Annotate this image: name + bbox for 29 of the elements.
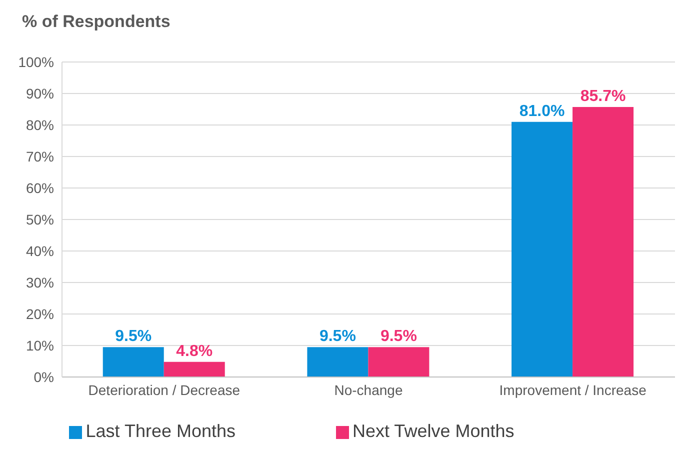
chart-title: % of Respondents (22, 12, 170, 32)
data-label: 85.7% (580, 88, 626, 106)
y-tick-label: 10% (26, 337, 54, 354)
y-tick-label: 60% (26, 180, 54, 196)
bar (512, 122, 573, 377)
data-label: 9.5% (319, 328, 356, 346)
bar (164, 362, 225, 377)
data-label: 9.5% (380, 328, 417, 346)
y-tick-label: 50% (26, 211, 54, 228)
y-tick-label: 100% (18, 54, 54, 70)
y-tick-label: 40% (26, 242, 54, 259)
x-tick-label: No-change (334, 382, 403, 398)
bar (102, 347, 164, 377)
y-tick-label: 80% (26, 116, 54, 133)
y-tick-label: 20% (26, 306, 54, 322)
y-tick-label: 0% (34, 368, 54, 385)
x-tick-label: Deterioration / Decrease (88, 382, 240, 398)
legend-label: Last Three Months (86, 421, 236, 441)
data-label: 9.5% (115, 328, 152, 346)
bar (368, 347, 430, 377)
y-tick-label: 70% (26, 148, 54, 164)
legend-label: Next Twelve Months (352, 421, 514, 441)
data-label: 4.8% (176, 342, 213, 360)
bar (572, 107, 634, 377)
y-tick-label: 90% (26, 85, 54, 102)
bar (307, 347, 368, 377)
x-tick-label: Improvement / Increase (499, 382, 647, 398)
y-tick-label: 30% (26, 274, 54, 290)
data-label: 81.0% (519, 102, 565, 120)
